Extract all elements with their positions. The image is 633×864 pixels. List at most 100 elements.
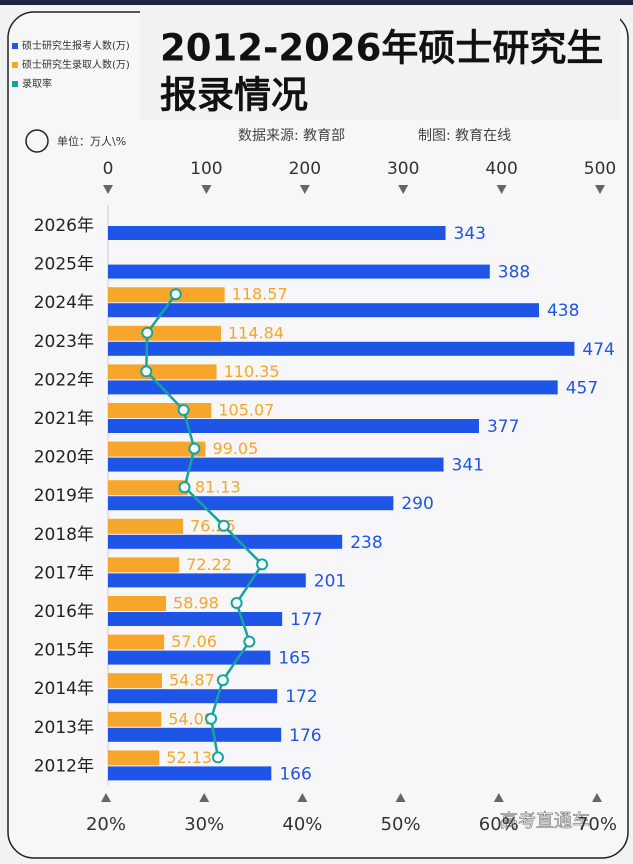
legend-label: 硕士研究生录取人数(万) (22, 58, 130, 71)
tick-mark (297, 793, 308, 802)
value-label: 57.06 (171, 632, 217, 651)
y-tick-label: 2023年 (34, 332, 94, 352)
chart-title: 2012-2026年硕士研究生 (160, 27, 603, 70)
watermark: 高考直通车 (500, 811, 590, 832)
rate-point (169, 288, 182, 301)
y-tick-label: 2016年 (34, 602, 94, 622)
tick-mark (398, 185, 409, 194)
credit: 制图: 教育在线 (418, 128, 511, 144)
rate-point (256, 558, 269, 571)
tick-mark (201, 185, 212, 194)
title-backdrop (140, 10, 620, 120)
legend-swatch (12, 62, 18, 68)
value-label: 177 (290, 610, 322, 630)
unit-icon (25, 129, 49, 153)
tick-mark (299, 185, 310, 194)
bar (108, 364, 217, 380)
value-label: 81.13 (195, 478, 241, 497)
value-label: 114.84 (228, 323, 284, 342)
y-tick-label: 2014年 (34, 679, 94, 699)
value-label: 110.35 (224, 362, 280, 381)
tick-mark (592, 793, 602, 802)
value-label: 165 (278, 649, 310, 669)
bar (108, 634, 165, 650)
y-tick-label: 2022年 (34, 370, 94, 390)
legend-label: 录取率 (22, 77, 52, 90)
y-tick-label: 2024年 (34, 293, 94, 313)
bar (108, 496, 394, 511)
bar (108, 673, 162, 689)
bar (108, 612, 283, 626)
y-tick-label: 2012年 (34, 756, 94, 776)
bar (108, 534, 343, 549)
x2-tick-label: 50% (381, 814, 421, 835)
bar (108, 711, 162, 727)
bar (108, 457, 444, 472)
rate-point (141, 326, 154, 339)
top-strip (0, 0, 633, 5)
value-label: 54.09 (168, 709, 214, 728)
bar (108, 518, 184, 534)
value-label: 377 (487, 417, 519, 437)
x-tick-label: 100 (190, 159, 222, 179)
value-label: 172 (285, 687, 317, 707)
value-label: 388 (498, 263, 530, 283)
tick-mark (595, 185, 605, 194)
x2-tick-label: 30% (184, 814, 224, 835)
bar (108, 480, 188, 496)
unit-label: 单位：万人\% (57, 134, 126, 148)
x-tick-label: 0 (103, 159, 114, 179)
tick-mark (101, 793, 111, 802)
value-label: 474 (582, 340, 614, 360)
y-tick-label: 2018年 (34, 525, 94, 545)
y-tick-label: 2019年 (34, 486, 94, 506)
x-tick-label: 300 (387, 159, 419, 179)
y-tick-label: 2025年 (34, 255, 94, 275)
bar (108, 689, 278, 704)
value-label: 58.98 (173, 594, 219, 613)
bar (108, 380, 558, 395)
bar (108, 341, 575, 356)
value-label: 290 (401, 494, 433, 514)
bar (108, 226, 446, 240)
legend-label: 硕士研究生报考人数(万) (22, 39, 130, 52)
rate-point (205, 712, 218, 725)
value-label: 201 (314, 571, 346, 591)
value-label: 438 (547, 301, 579, 321)
value-label: 54.87 (169, 671, 215, 690)
x-tick-label: 400 (485, 159, 517, 179)
tick-mark (493, 793, 504, 802)
y-tick-label: 2017年 (34, 563, 94, 583)
bar (108, 727, 282, 742)
rate-point (177, 404, 190, 416)
rate-point (230, 597, 243, 609)
value-label: 238 (350, 533, 382, 553)
bar (108, 264, 490, 279)
value-label: 457 (566, 378, 598, 398)
value-label: 52.13 (166, 748, 212, 767)
x2-tick-label: 60% (479, 814, 519, 835)
y-tick-label: 2021年 (34, 409, 94, 429)
x2-tick-label: 40% (282, 814, 322, 835)
chart-title-line2: 报录情况 (160, 74, 308, 117)
value-label: 105.07 (218, 401, 274, 420)
value-label: 118.57 (232, 285, 288, 304)
value-label: 341 (452, 456, 484, 476)
value-label: 166 (279, 764, 311, 784)
tick-mark (496, 185, 507, 194)
value-label: 176 (289, 726, 321, 746)
bar (108, 325, 222, 341)
bar (108, 766, 272, 781)
bar (108, 303, 539, 318)
rate-point (178, 481, 191, 494)
value-label: 343 (454, 224, 486, 244)
x2-tick-label: 70% (577, 814, 617, 835)
bar (108, 596, 167, 611)
rate-point (243, 635, 256, 648)
rate-point (140, 365, 153, 378)
bar (108, 441, 206, 457)
bar (108, 287, 225, 303)
value-label: 72.22 (186, 555, 232, 574)
rate-point (188, 442, 201, 455)
